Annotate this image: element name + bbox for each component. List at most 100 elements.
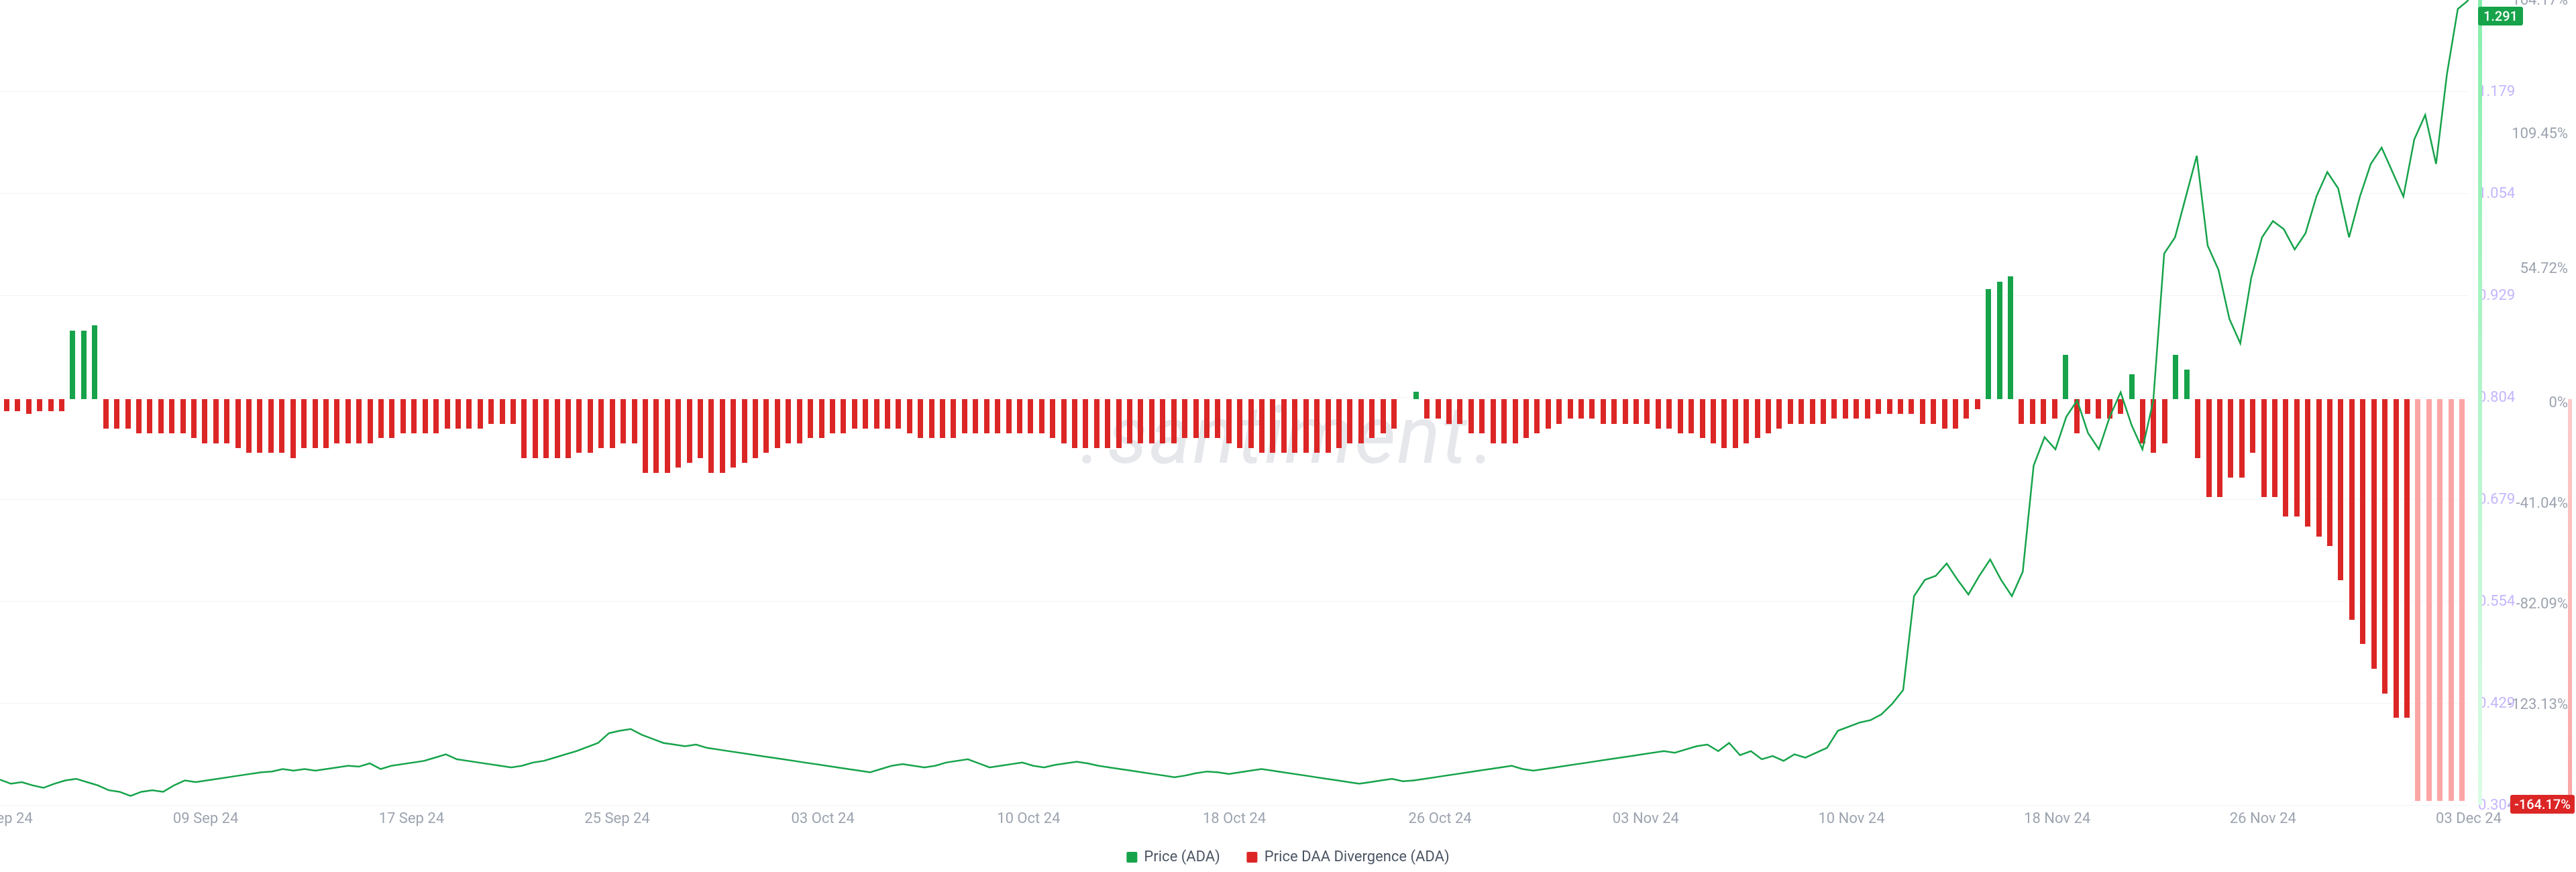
divergence-bar [653,399,659,473]
divergence-bar [566,399,571,458]
divergence-bar [610,399,615,448]
divergence-bar [1413,392,1419,399]
divergence-bar [753,399,758,458]
divergence-bar [1589,399,1595,419]
divergence-bar [720,399,725,473]
divergence-bar [1501,399,1507,443]
divergence-bar [455,399,461,429]
divergence-bar [621,399,626,443]
divergence-bar [632,399,637,443]
divergence-bar [1578,399,1584,419]
divergence-bar [819,399,824,438]
divergence-bar [896,399,901,429]
divergence-bar [2063,355,2068,399]
divergence-bar [1656,399,1661,429]
divergence-bar [2261,399,2267,497]
divergence-bar [1810,399,1815,424]
divergence-bar [1314,399,1320,453]
x-axis-tick: 10 Nov 24 [1818,810,1884,827]
x-axis-tick: 10 Oct 24 [997,810,1060,827]
divergence-bar [1568,399,1573,419]
divergence-bar [257,399,262,453]
divergence-bar [1017,399,1022,433]
left-axis-tick: 0.804 [2478,389,2515,406]
divergence-bar [1116,399,1122,448]
divergence-bar [411,399,417,433]
divergence-bar [1491,399,1496,443]
legend-label-price: Price (ADA) [1144,849,1220,865]
divergence-bar [2107,399,2112,419]
divergence-bar [1831,399,1837,419]
divergence-bar [1138,399,1143,443]
divergence-bar [1006,399,1012,433]
divergence-bar [466,399,472,429]
divergence-bar [2217,399,2222,497]
divergence-bar [1072,399,1077,448]
divergence-bar [1788,399,1793,424]
divergence-bar [731,399,736,468]
divergence-bar [2349,399,2355,620]
divergence-bar [1942,399,1947,429]
grid-line [0,397,2469,398]
divergence-bar [26,399,32,414]
divergence-bar [478,399,483,429]
divergence-bar [1997,282,2002,399]
right-axis-tick: -82.09% [2516,596,2568,612]
divergence-bar [1721,399,1727,448]
divergence-bar [533,399,538,458]
divergence-bar [1821,399,1826,424]
divergence-bar [797,399,802,443]
divergence-bar [1248,399,1254,448]
divergence-bar [555,399,560,458]
divergence-bar [2426,399,2432,801]
divergence-bar [1678,399,1683,433]
divergence-bar [2360,399,2365,644]
divergence-bar [874,399,879,429]
divergence-bar [268,399,274,453]
divergence-bar [1986,289,1991,399]
divergence-bar [1336,399,1342,448]
divergence-bar [2096,399,2101,419]
divergence-bar [1347,399,1352,443]
divergence-bar [830,399,835,433]
divergence-bar [1953,399,1958,429]
divergence-bar [2074,399,2080,433]
divergence-bar [543,399,549,458]
divergence-bar [1876,399,1881,414]
divergence-bar [59,399,64,411]
divergence-bar [2305,399,2310,527]
divergence-bar [1292,399,1297,453]
divergence-bar [2206,399,2212,497]
divergence-bar [1799,399,1804,424]
divergence-bar [1281,399,1287,453]
divergence-bar [213,399,219,443]
grid-line [0,703,2469,704]
divergence-bar [1523,399,1529,438]
divergence-bar [2371,399,2377,669]
divergence-bar [841,399,846,433]
divergence-bar [1160,399,1165,443]
left-axis-tick: 0.554 [2478,593,2515,610]
divergence-bar [136,399,142,433]
grid-line [0,601,2469,602]
divergence-bar [1061,399,1067,443]
divergence-bar [1237,399,1242,448]
divergence-bar [400,399,406,433]
divergence-bar [125,399,131,429]
divergence-bar [1436,399,1441,419]
divergence-bar [1127,399,1132,443]
divergence-bar [191,399,197,438]
divergence-bar [147,399,152,433]
x-axis-tick: 25 Sep 24 [584,810,649,827]
divergence-bar [2415,399,2420,801]
divergence-bar [643,399,648,473]
divergence-bar [1270,399,1275,453]
right-axis-tick: 0% [2549,394,2568,411]
divergence-bar [852,399,857,429]
divergence-bar [2327,399,2332,546]
price-current-badge: 1.291 [2478,7,2523,25]
divergence-bar [1931,399,1936,424]
divergence-bar [1215,399,1220,438]
divergence-bar [1546,399,1551,429]
legend-item-price: Price (ADA) [1126,849,1220,865]
